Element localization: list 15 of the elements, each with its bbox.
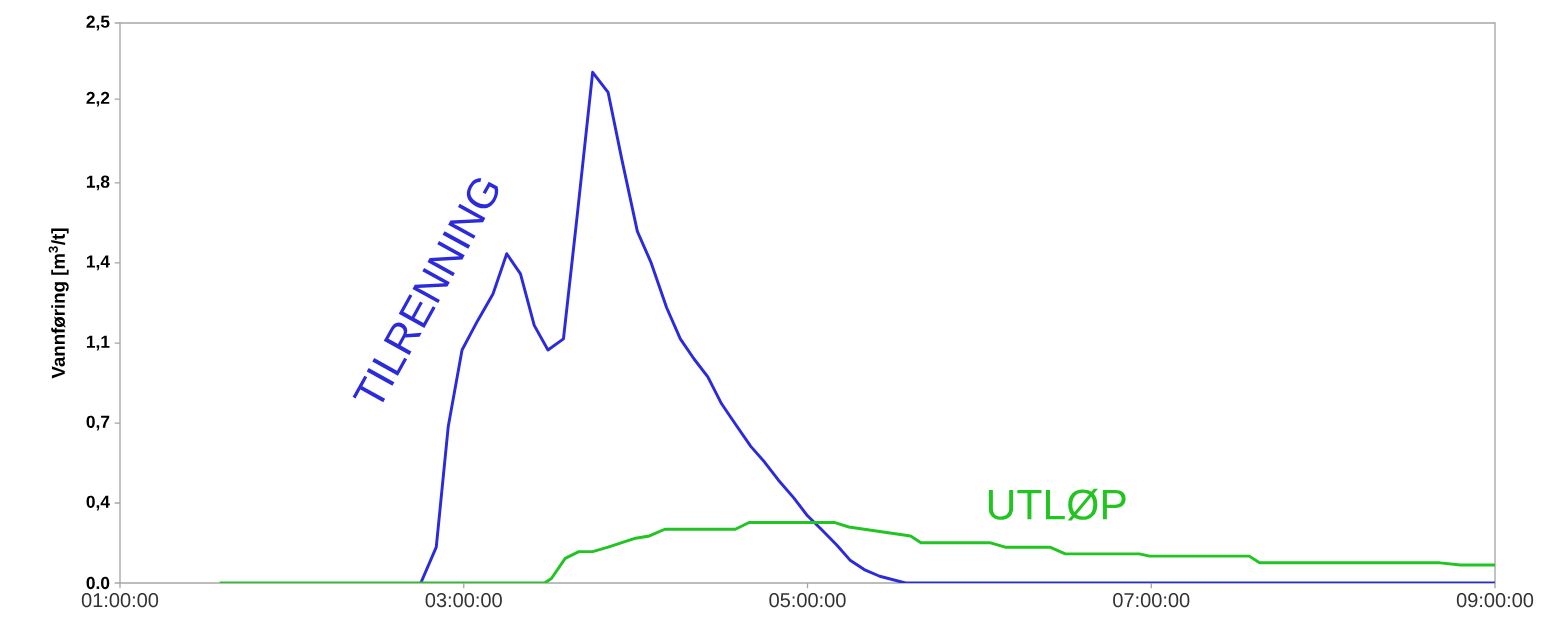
y-tick-label: 1,4 <box>86 255 110 271</box>
y-tick-label: 0,7 <box>86 415 110 431</box>
x-tick-label: 05:00:00 <box>769 593 846 608</box>
x-tick-label: 07:00:00 <box>1113 593 1190 608</box>
y-tick-label: 2,5 <box>86 15 110 31</box>
y-tick-label: 1,1 <box>86 335 110 351</box>
series-label: UTLØP <box>988 488 1126 521</box>
x-tick-label: 03:00:00 <box>425 593 502 608</box>
y-axis-title: Vannføring [m$^{3}$/t] <box>48 228 69 379</box>
y-tick-label: 0,4 <box>86 495 110 511</box>
y-tick-label: 2,2 <box>86 91 110 107</box>
y-tick-label: 0.0 <box>86 576 110 590</box>
x-tick-label: 09:00:00 <box>1456 593 1534 608</box>
y-tick-label: 1,8 <box>86 175 110 191</box>
x-tick-label: 01:00:00 <box>81 593 159 608</box>
